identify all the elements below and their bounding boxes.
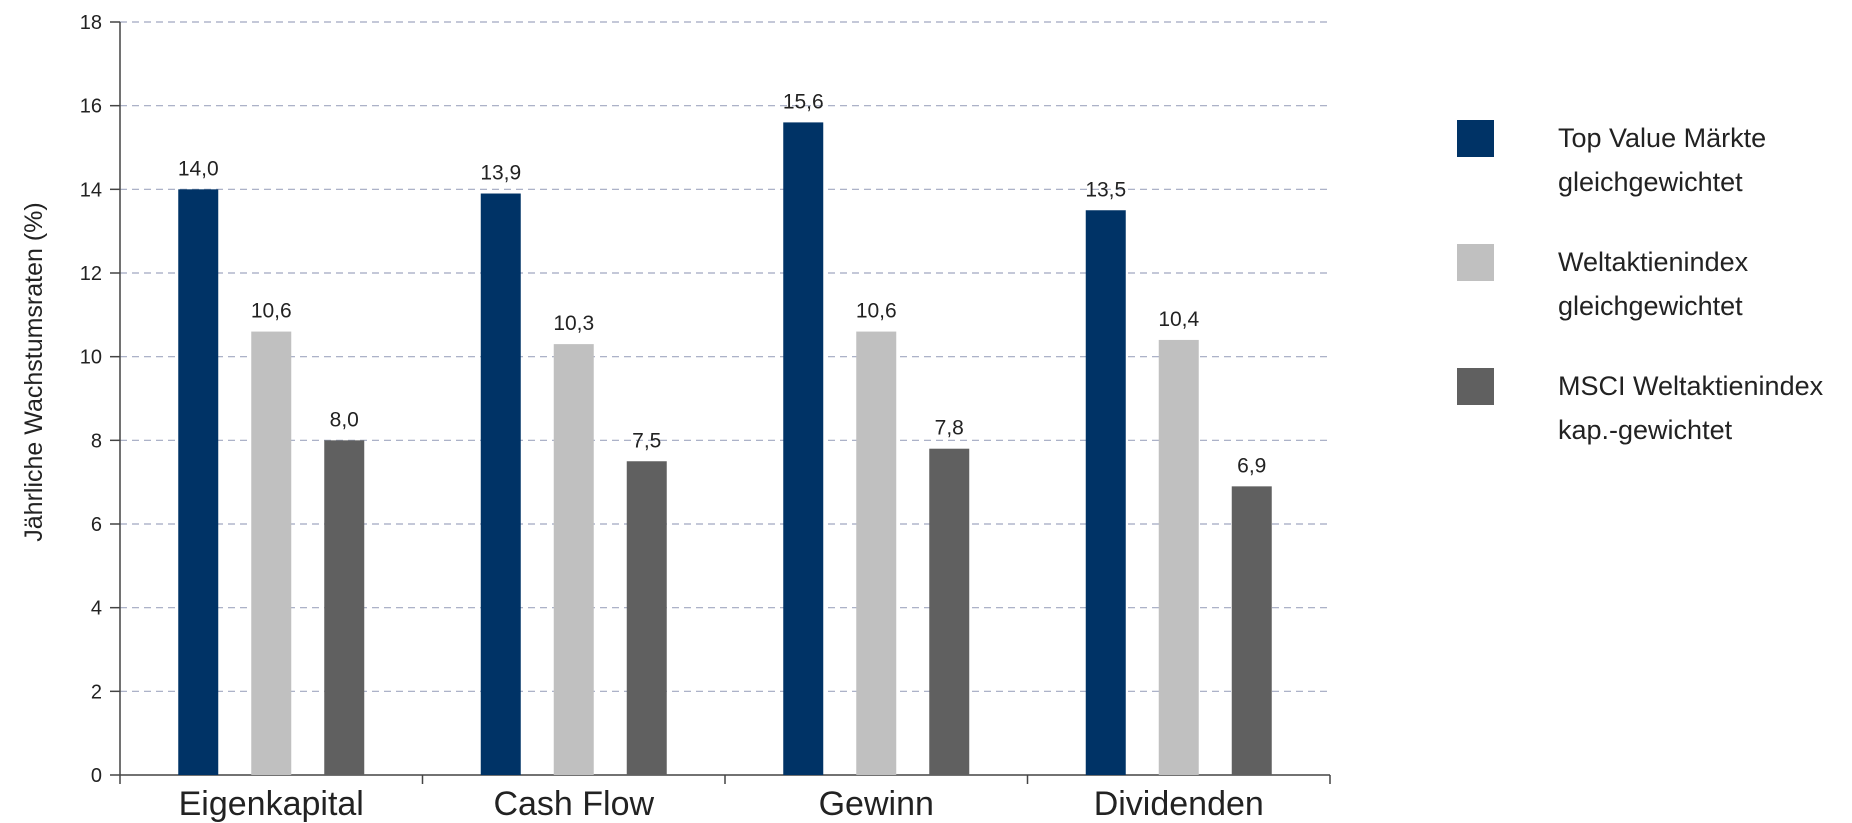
data-label-gewinn-top-value-maerkte-gleichgewichtet: 15,6 [783,90,824,113]
category-label-dividenden: Dividenden [1094,785,1264,823]
data-label-eigenkapital-top-value-maerkte-gleichgewichtet: 14,0 [178,157,219,180]
legend: Top Value Märkte gleichgewichtet Weltaktie… [1457,120,1824,445]
legend-label-msci-weltaktienindex-kap-gewichtet-0: MSCI Weltaktienindex [1558,371,1824,401]
y-tick-label-18: 18 [80,12,102,34]
bar-gewinn-top-value-maerkte-gleichgewichtet [783,122,824,775]
bar-cash-flow-msci-weltaktienindex-kap-gewichtet [626,461,667,775]
data-label-eigenkapital-msci-weltaktienindex-kap-gewichtet: 8,0 [330,408,359,431]
bar-dividenden-top-value-maerkte-gleichgewichtet [1085,210,1126,775]
data-label-dividenden-weltaktienindex-gleichgewichtet: 10,4 [1158,308,1199,331]
legend-label-top-value-maerkte-gleichgewichtet-0: Top Value Märkte [1558,123,1766,153]
gridlines [120,21,1330,692]
y-tick-label-2: 2 [91,681,102,703]
legend-label-top-value-maerkte-gleichgewichtet-1: gleichgewichtet [1558,167,1743,197]
legend-label-weltaktienindex-gleichgewichtet-1: gleichgewichtet [1558,291,1743,321]
data-label-dividenden-msci-weltaktienindex-kap-gewichtet: 6,9 [1237,454,1266,477]
bar-gewinn-weltaktienindex-gleichgewichtet [856,331,897,775]
data-label-eigenkapital-weltaktienindex-gleichgewichtet: 10,6 [251,300,292,323]
data-label-gewinn-weltaktienindex-gleichgewichtet: 10,6 [856,300,897,323]
legend-label-weltaktienindex-gleichgewichtet-0: Weltaktienindex [1558,247,1749,277]
bar-cash-flow-top-value-maerkte-gleichgewichtet [480,193,521,775]
data-label-cash-flow-weltaktienindex-gleichgewichtet: 10,3 [553,312,594,335]
bar-dividenden-msci-weltaktienindex-kap-gewichtet [1231,486,1272,775]
bar-dividenden-weltaktienindex-gleichgewichtet [1158,339,1199,775]
y-tick-label-14: 14 [80,179,102,201]
bars [178,122,1272,776]
data-label-gewinn-msci-weltaktienindex-kap-gewichtet: 7,8 [935,417,964,440]
y-tick-label-0: 0 [91,765,102,787]
category-label-eigenkapital: Eigenkapital [179,785,364,823]
legend-swatch-top-value-maerkte-gleichgewichtet [1457,120,1494,157]
y-tick-label-8: 8 [91,430,102,452]
bar-eigenkapital-weltaktienindex-gleichgewichtet [251,331,292,775]
bar-cash-flow-weltaktienindex-gleichgewichtet [553,344,594,775]
legend-swatch-msci-weltaktienindex-kap-gewichtet [1457,368,1494,405]
y-tick-label-6: 6 [91,514,102,536]
y-tick-label-16: 16 [80,96,102,118]
axes: 0 2 4 6 8 10 12 14 16 18 Eigenkapital Cash Flow Gewi… [80,12,1331,823]
category-label-gewinn: Gewinn [819,785,934,823]
y-axis-title: Jährliche Wachstumsraten (%) [20,202,48,541]
legend-swatch-weltaktienindex-gleichgewichtet [1457,244,1494,281]
bar-gewinn-msci-weltaktienindex-kap-gewichtet [929,448,970,775]
data-label-dividenden-top-value-maerkte-gleichgewichtet: 13,5 [1085,178,1126,201]
bar-eigenkapital-msci-weltaktienindex-kap-gewichtet [324,440,365,775]
data-labels: 14,0 10,6 8,0 13,9 10,3 7,5 15,6 10,6 7,8 13,5 10,… [178,90,1267,477]
bar-eigenkapital-top-value-maerkte-gleichgewichtet [178,189,219,776]
data-label-cash-flow-top-value-maerkte-gleichgewichtet: 13,9 [480,162,521,185]
y-tick-label-4: 4 [91,598,102,620]
data-label-cash-flow-msci-weltaktienindex-kap-gewichtet: 7,5 [632,429,661,452]
legend-label-msci-weltaktienindex-kap-gewichtet-1: kap.-gewichtet [1558,415,1733,445]
y-tick-label-10: 10 [80,347,102,369]
y-tick-label-12: 12 [80,263,102,285]
category-label-cash-flow: Cash Flow [493,785,654,823]
